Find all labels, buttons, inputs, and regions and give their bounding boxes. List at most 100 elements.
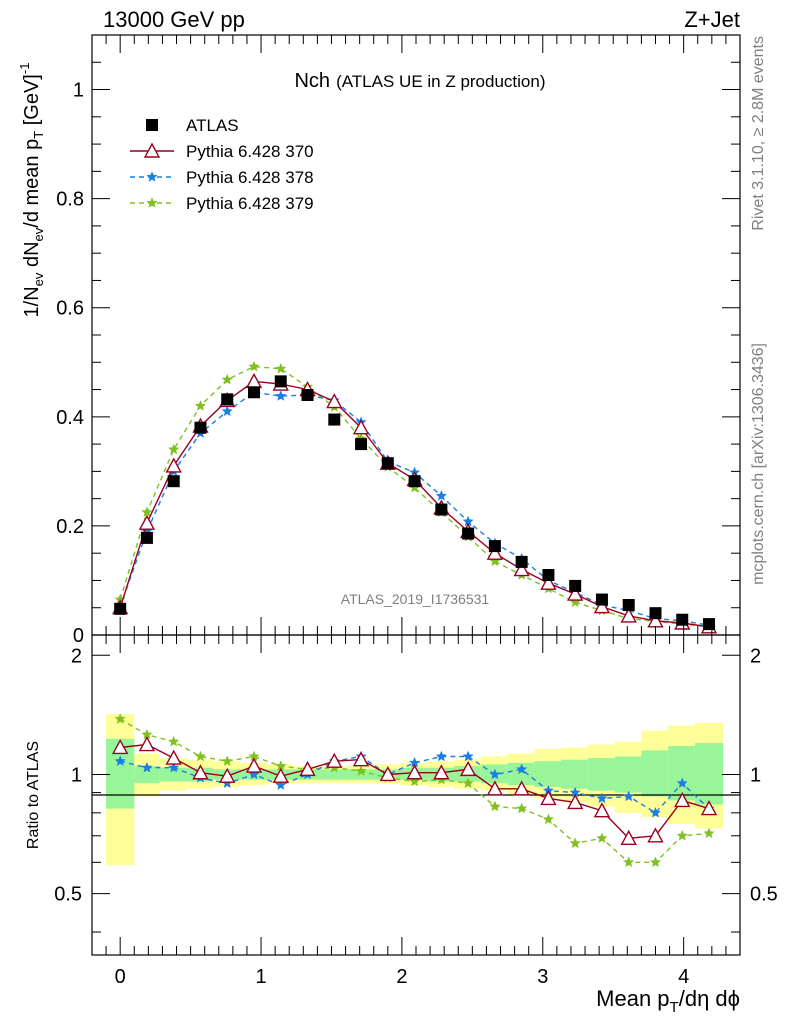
legend-marker — [146, 119, 158, 131]
ratio-point — [489, 800, 501, 812]
data-point — [221, 393, 234, 406]
ratio-point — [486, 780, 504, 796]
ratio-point — [114, 713, 126, 724]
data-point — [488, 540, 501, 553]
ratio-point — [516, 763, 528, 775]
data-point — [486, 544, 504, 560]
ratio-point — [221, 755, 233, 766]
x-tick-label: 0 — [115, 966, 126, 988]
ratio-point — [649, 807, 661, 818]
ratio-y-tick-label: 2 — [71, 645, 82, 667]
y-tick-label: 0.4 — [56, 407, 84, 429]
ratio-point — [326, 752, 343, 768]
data-point — [355, 438, 368, 451]
ratio-point — [700, 800, 718, 816]
data-point — [326, 393, 343, 409]
ratio-point — [676, 777, 688, 788]
plot-title: Nch (ATLAS UE in Z production) — [294, 70, 545, 92]
uncertainty-band-green — [346, 769, 374, 780]
ratio-point — [275, 779, 287, 790]
data-point — [435, 490, 447, 501]
uncertainty-band-green — [320, 769, 347, 780]
rivet-label: Rivet 3.1.10, ≥ 2.8M events — [750, 36, 767, 231]
watermark: ATLAS_2019_I1736531 — [341, 591, 490, 607]
x-tick-label: 3 — [537, 966, 548, 988]
series-line — [119, 365, 710, 628]
ratio-point — [513, 780, 530, 796]
data-point — [620, 607, 637, 623]
ratio-point — [192, 764, 209, 780]
legend-entry: Pythia 6.428 370 — [130, 142, 314, 161]
ratio-point — [299, 760, 316, 777]
x-tick-label: 1 — [255, 966, 266, 988]
ratio-y-tick-label-right: 0.5 — [750, 884, 778, 906]
data-point — [462, 527, 475, 540]
data-point — [221, 405, 233, 417]
ratio-point — [168, 735, 180, 747]
data-point — [245, 372, 263, 389]
data-point — [248, 386, 260, 399]
data-point — [595, 593, 608, 606]
uncertainty-band-green — [641, 750, 669, 797]
ratio-point — [168, 761, 180, 773]
ratio-y-tick-label-right: 1 — [750, 764, 761, 786]
ratio-point — [462, 777, 474, 788]
ratio-point — [379, 765, 396, 782]
legend-marker — [146, 197, 158, 208]
ratio-y-tick-label: 1 — [71, 764, 82, 786]
ratio-point — [596, 792, 608, 804]
data-point — [138, 514, 156, 530]
ratio-point — [596, 832, 608, 843]
data-point — [542, 569, 555, 581]
y-tick-label: 0.6 — [56, 298, 84, 320]
data-point — [275, 390, 287, 401]
ratio-point — [623, 856, 635, 867]
data-point — [114, 602, 127, 615]
data-point — [540, 574, 557, 590]
data-point — [221, 373, 233, 385]
ratio-point — [516, 802, 528, 814]
uncertainty-band-green — [507, 762, 535, 786]
uncertainty-band-green — [614, 756, 642, 793]
ratio-point — [406, 764, 423, 780]
ratio-point — [620, 829, 637, 845]
ratio-point — [194, 750, 206, 762]
x-axis-label: Mean pT/dη dϕ — [596, 986, 740, 1016]
legend-label: Pythia 6.428 378 — [186, 168, 314, 187]
y-tick-label: 1 — [73, 80, 84, 102]
data-point — [274, 375, 287, 388]
plot-title-sub: (ATLAS UE in Z production) — [336, 72, 545, 91]
data-point — [703, 618, 716, 631]
ratio-point — [245, 757, 263, 773]
ratio-line — [120, 755, 710, 814]
data-point — [513, 561, 530, 577]
ratio-point — [489, 768, 501, 780]
ratio-point — [352, 751, 370, 767]
y-tick-label: 0 — [73, 625, 84, 647]
ratio-point — [409, 775, 421, 787]
data-point — [569, 579, 582, 592]
data-point — [301, 389, 314, 401]
ratio-point — [355, 765, 367, 776]
ratio-y-tick-label: 0.5 — [54, 884, 82, 906]
ratio-point — [676, 830, 688, 841]
data-point — [676, 613, 689, 626]
series-atlas — [114, 375, 716, 631]
data-point — [275, 363, 287, 374]
ratio-point — [462, 750, 474, 762]
ratio-point — [542, 813, 554, 825]
ratio-point — [248, 768, 260, 780]
ratio-point — [703, 827, 715, 839]
ratio-point — [623, 790, 635, 802]
legend-label: ATLAS — [186, 116, 239, 135]
ratio-panel: 0.5 0.5 1 1 2 2 0 1 2 3 4 Ratio to ATLAS — [25, 634, 778, 988]
ratio-point — [141, 761, 153, 773]
data-point — [567, 585, 584, 601]
data-point — [328, 413, 341, 426]
legend-entry: Pythia 6.428 379 — [130, 194, 314, 213]
uncertainty-band-green — [587, 758, 615, 791]
data-point — [352, 419, 370, 435]
ratio-point — [138, 736, 156, 752]
y-tick-label: 0.2 — [56, 516, 84, 538]
ratio-point — [647, 827, 664, 843]
